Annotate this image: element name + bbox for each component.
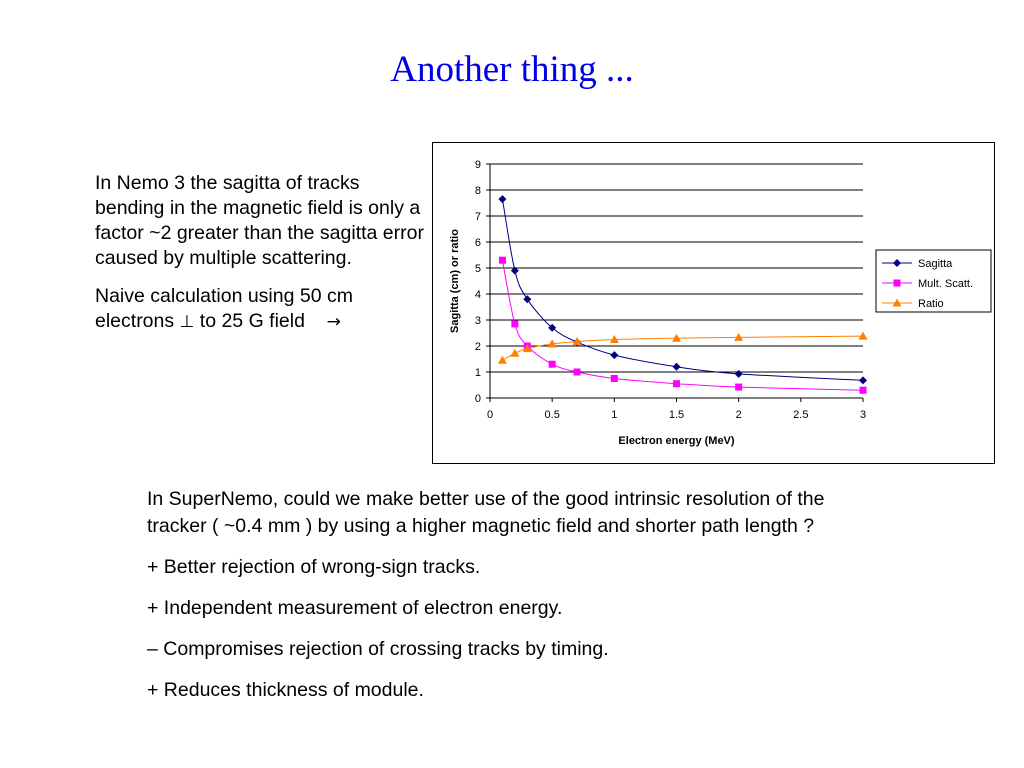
supernemo-question: In SuperNemo, could we make better use o… (147, 488, 825, 537)
ratio-triangle-point (609, 335, 619, 343)
y-tick-label: 7 (475, 211, 481, 223)
sagitta-diamond-point (859, 376, 867, 385)
pro-point-thickness: + Reduces thickness of module. (147, 679, 424, 701)
ratio-triangle-point (572, 337, 582, 346)
mult-scatt-square-point (859, 386, 867, 394)
ratio-triangle-point (522, 344, 532, 353)
x-tick-label: 3 (860, 409, 866, 421)
y-tick-label: 2 (475, 341, 481, 353)
sagitta-diamond-point (610, 351, 619, 360)
sagitta-diamond-point (734, 369, 743, 378)
x-tick-label: 0 (487, 409, 493, 421)
sagitta-diamond-point (510, 266, 519, 275)
con-point-timing: – Compromises rejection of crossing trac… (147, 638, 609, 660)
sagitta-diamond-point (548, 323, 557, 332)
ratio-triangle-point (672, 333, 681, 342)
field-text: to 25 G field (199, 310, 305, 332)
sagitta-chart: 0 1 2 3 4 5 6 7 8 9 0 0.5 1 1.5 2 2.5 3 Electron energy (… (449, 159, 992, 447)
mult-scatt-square-point (673, 380, 680, 388)
slide-title: Another thing ... (390, 49, 634, 90)
x-tick-label: 2.5 (793, 409, 808, 421)
y-tick-label: 5 (475, 263, 481, 275)
pro-point-energy: + Independent measurement of electron en… (147, 597, 563, 619)
x-tick-label: 2 (736, 409, 742, 421)
sagitta-diamond-point (498, 195, 507, 204)
naive-calculation-text: Naive calculation using 50 cm electrons (95, 285, 353, 332)
ratio-triangle-point (510, 348, 520, 357)
right-arrow-icon: → (326, 312, 341, 332)
sagitta-series-line (501, 199, 864, 381)
y-tick-label: 6 (475, 237, 481, 249)
x-tick-label: 1 (611, 409, 617, 421)
sagitta-diamond-point (672, 362, 681, 371)
x-axis-title: Electron energy (MeV) (618, 435, 734, 447)
supernemo-text-block: In SuperNemo, could we make better use o… (147, 486, 827, 718)
legend-sagitta-label: Sagitta (918, 258, 953, 270)
mult-scatt-square-point (498, 256, 506, 264)
ratio-triangle-point (734, 332, 744, 341)
mult-scatt-square-point (548, 360, 556, 368)
x-tick-label: 0.5 (545, 409, 560, 421)
mult-scatt-series-line (501, 260, 864, 391)
ratio-triangle-point (497, 355, 507, 364)
legend-ratio-triangle-point (892, 298, 902, 307)
y-axis-title: Sagitta (cm) or ratio (449, 229, 461, 333)
legend-ratio-label: Ratio (918, 298, 944, 310)
mult-scatt-square-point (735, 383, 743, 391)
naive-calculation-paragraph: Naive calculation using 50 cm electrons … (95, 284, 425, 335)
y-tick-label: 8 (475, 185, 481, 197)
mult-scatt-square-point (573, 368, 581, 376)
mult-scatt-square-point (511, 320, 519, 328)
intro-paragraph: In Nemo 3 the sagitta of tracks bending … (95, 172, 424, 269)
sagitta-diamond-point (523, 295, 532, 304)
legend-mult-scatt-label: Mult. Scatt. (918, 278, 973, 290)
intro-text-block: In Nemo 3 the sagitta of tracks bending … (95, 171, 425, 348)
ratio-triangle-point (858, 331, 868, 340)
mult-scatt-square-point (610, 375, 618, 382)
pro-point-wrong-sign: + Better rejection of wrong-sign tracks. (147, 556, 481, 578)
chart-frame: 0 1 2 3 4 5 6 7 8 9 0 0.5 1 1.5 2 2.5 3 Electron energy (… (432, 142, 995, 464)
y-tick-label: 3 (475, 315, 481, 327)
legend-mult-scatt-square-point (893, 279, 901, 287)
y-tick-label: 9 (475, 159, 481, 171)
ratio-series-line (502, 335, 864, 361)
y-tick-label: 0 (475, 393, 481, 405)
y-tick-label: 4 (475, 289, 481, 301)
legend-sagitta-diamond-point (893, 259, 901, 267)
x-tick-label: 1.5 (669, 409, 684, 421)
y-tick-label: 1 (475, 367, 481, 379)
perpendicular-symbol: ⊥ (179, 312, 195, 332)
ratio-triangle-point (547, 339, 557, 348)
